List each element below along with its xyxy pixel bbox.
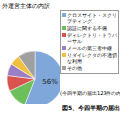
html-text:その他: その他: [67, 65, 82, 71]
html-text:リダイレクタの不適切な利用: リダイレクタの不適切な利用: [67, 52, 117, 64]
svg-text:56%: 56%: [42, 78, 58, 86]
html-text:ディレクトリ・トラバーサル: ディレクトリ・トラバーサル: [67, 32, 117, 44]
html-text:メールの第三者中継: メールの第三者中継: [67, 45, 112, 51]
html-text:外運営主体の内訳: 外運営主体の内訳: [2, 2, 50, 9]
html-text:クロスサイト・スクリプティング: クロスサイト・スクリプティング: [67, 12, 117, 24]
html-text:図5、今四半期の届出: 図5、今四半期の届出: [62, 104, 120, 111]
html-text:認証に関する不備: 認証に関する不備: [67, 25, 107, 31]
